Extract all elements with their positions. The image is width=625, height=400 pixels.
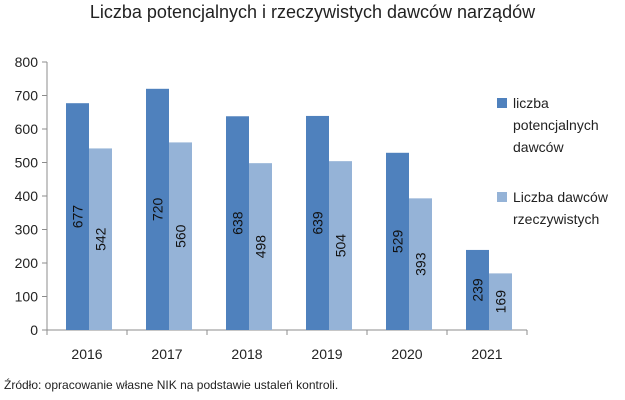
bars: 677 542 720 560 638 498 639 504 529 393 239 169 [66,88,512,331]
bar-data-label: 504 [333,234,349,258]
y-tick-label: 500 [15,155,39,171]
legend-item-potential: liczba potencjalnych dawców [497,92,622,158]
source-note: Źródło: opracowanie własne NIK na podsta… [4,378,339,392]
bar-data-label: 393 [413,252,429,276]
bar-data-label: 542 [93,227,109,251]
y-tick-label: 400 [15,188,39,204]
bar-potential [226,116,249,331]
bar-actual [169,142,192,330]
bar-actual [249,163,272,330]
chart-title: Liczba potencjalnych i rzeczywistych daw… [89,2,536,22]
legend-item-actual: Liczba dawców rzeczywistych [497,186,622,230]
bar-data-label: 239 [470,278,486,302]
y-tick-label: 200 [15,255,39,271]
bar-data-label: 720 [150,198,166,222]
x-tick-label: 2018 [231,346,262,362]
bar-data-label: 639 [310,211,326,235]
legend-label-actual: Liczba dawców rzeczywistych [513,189,608,227]
y-axis: 0 100 200 300 400 500 600 700 800 [15,54,48,338]
bar-data-label: 169 [493,290,509,314]
legend-swatch-potential [497,98,507,108]
bar-data-label: 638 [230,211,246,235]
bar-data-label: 560 [173,224,189,248]
bar-potential [466,249,489,330]
x-tick-label: 2021 [471,346,502,362]
y-tick-label: 0 [30,322,38,338]
bar-actual [409,198,432,330]
y-tick-label: 300 [15,222,39,238]
bar-actual [89,148,112,330]
x-tick-label: 2019 [311,346,342,362]
y-tick-label: 800 [15,54,39,70]
bar-actual [329,161,352,330]
legend-label-potential: liczba potencjalnych dawców [513,95,599,155]
y-tick-label: 700 [15,88,39,104]
legend: liczba potencjalnych dawców Liczba dawcó… [497,92,622,258]
bar-potential [66,103,89,330]
x-tick-label: 2020 [391,346,422,362]
bar-potential [386,152,409,330]
legend-swatch-actual [497,192,507,202]
bar-actual [489,273,512,330]
x-tick-label: 2017 [151,346,182,362]
x-tick-label: 2016 [71,346,102,362]
bar-data-label: 498 [253,235,269,259]
bar-data-label: 677 [70,205,86,229]
bar-potential [146,88,169,330]
bar-data-label: 529 [390,229,406,253]
x-axis: 2016 2017 2018 2019 2020 2021 [46,329,528,362]
y-tick-label: 600 [15,121,39,137]
bar-potential [306,115,329,330]
y-tick-label: 100 [15,289,39,305]
